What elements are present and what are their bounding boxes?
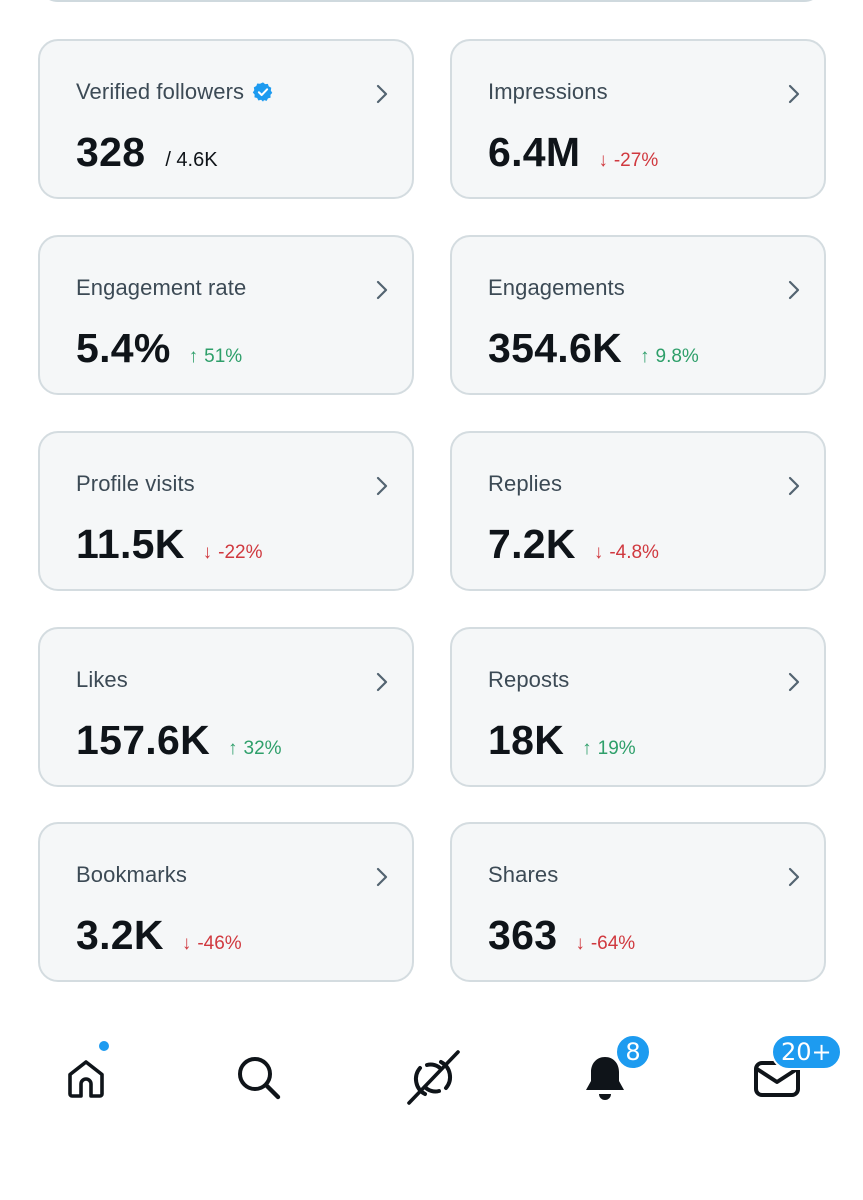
nav-search[interactable]	[229, 1048, 289, 1108]
metric-delta: ↓ -27%	[598, 150, 658, 172]
arrow-up-icon: ↑	[582, 738, 592, 759]
metric-label: Likes	[76, 667, 128, 692]
metric-card-verified-followers[interactable]: Verified followers 328 / 4.6K	[38, 39, 414, 199]
metric-delta: ↓ -4.8%	[594, 542, 659, 564]
messages-count-badge: 20+	[771, 1034, 842, 1070]
nav-messages[interactable]: 20+	[747, 1034, 842, 1108]
chevron-right-icon	[788, 280, 800, 300]
metric-value-row: 3.2K ↓ -46%	[76, 912, 242, 960]
metric-label: Reposts	[488, 667, 570, 692]
metric-delta: ↓ -22%	[203, 542, 263, 564]
metric-delta: ↑ 9.8%	[640, 346, 699, 368]
metric-label: Impressions	[488, 79, 608, 104]
metric-value: 18K	[488, 717, 565, 763]
metric-label: Profile visits	[76, 471, 195, 496]
metric-label: Bookmarks	[76, 862, 187, 887]
metric-value-row: 157.6K ↑ 32%	[76, 717, 282, 765]
chevron-right-icon	[376, 867, 388, 887]
metric-value-row: 6.4M ↓ -27%	[488, 129, 658, 177]
search-icon	[238, 1057, 281, 1100]
metric-value: 11.5K	[76, 521, 185, 567]
chevron-right-icon	[376, 280, 388, 300]
metric-label: Shares	[488, 862, 559, 887]
chevron-right-icon	[788, 84, 800, 104]
arrow-down-icon: ↓	[598, 150, 608, 171]
notifications-count-badge: 8	[615, 1034, 651, 1070]
metric-label: Replies	[488, 471, 563, 496]
arrow-down-icon: ↓	[593, 542, 604, 563]
bottom-nav: 8 20+	[0, 1020, 863, 1140]
metric-value-row: 11.5K ↓ -22%	[76, 521, 263, 569]
metric-card-replies[interactable]: Replies 7.2K ↓ -4.8%	[450, 431, 826, 591]
unread-dot	[98, 1040, 110, 1052]
bell-icon	[586, 1057, 624, 1100]
metric-total: / 4.6K	[165, 149, 218, 171]
metric-delta: ↑ 19%	[582, 738, 636, 760]
metric-value: 5.4%	[76, 325, 171, 371]
metric-value: 3.2K	[76, 912, 164, 958]
arrow-down-icon: ↓	[181, 933, 192, 954]
nav-notifications[interactable]: 8	[575, 1034, 651, 1108]
arrow-down-icon: ↓	[202, 542, 213, 563]
metric-card-shares[interactable]: Shares 363 ↓ -64%	[450, 822, 826, 982]
metric-delta: ↓ -64%	[575, 933, 635, 955]
metric-label-text: Verified followers	[76, 79, 245, 104]
metric-value: 157.6K	[76, 717, 211, 763]
metric-label: Engagement rate	[76, 275, 247, 300]
metric-value: 6.4M	[488, 129, 581, 175]
metric-delta-value: -4.8%	[609, 542, 659, 563]
chevron-right-icon	[788, 672, 800, 692]
metric-value-row: 18K ↑ 19%	[488, 717, 636, 765]
metric-card-engagements[interactable]: Engagements 354.6K ↑ 9.8%	[450, 235, 826, 395]
metric-delta-value: -46%	[197, 933, 242, 954]
metric-delta-value: -64%	[590, 933, 636, 954]
arrow-up-icon: ↑	[188, 346, 199, 367]
metric-card-engagement-rate[interactable]: Engagement rate 5.4% ↑ 51%	[38, 235, 414, 395]
metric-value-row: 328 / 4.6K	[76, 129, 218, 177]
metric-label: Engagements	[488, 275, 625, 300]
metric-card-profile-visits[interactable]: Profile visits 11.5K ↓ -22%	[38, 431, 414, 591]
metric-card-impressions[interactable]: Impressions 6.4M ↓ -27%	[450, 39, 826, 199]
metric-card-bookmarks[interactable]: Bookmarks 3.2K ↓ -46%	[38, 822, 414, 982]
arrow-up-icon: ↑	[640, 346, 650, 367]
metric-delta-value: -22%	[218, 542, 263, 563]
metric-value-row: 363 ↓ -64%	[488, 912, 635, 960]
metric-delta-value: 9.8%	[655, 346, 699, 367]
metric-delta-value: 19%	[597, 738, 636, 759]
metric-label: Verified followers	[76, 79, 274, 105]
metric-card-reposts[interactable]: Reposts 18K ↑ 19%	[450, 627, 826, 787]
metric-value: 328	[76, 129, 146, 175]
arrow-down-icon: ↓	[575, 933, 585, 954]
metric-delta-value: 32%	[243, 738, 282, 759]
metric-delta: ↑ 32%	[228, 738, 282, 760]
chevron-right-icon	[788, 867, 800, 887]
verified-badge-icon	[252, 82, 273, 102]
metric-value-row: 354.6K ↑ 9.8%	[488, 325, 699, 373]
metrics-grid: Verified followers 328 / 4.6K Impression…	[38, 39, 826, 982]
metric-value-row: 5.4% ↑ 51%	[76, 325, 242, 373]
home-icon	[68, 1060, 104, 1098]
metric-delta-value: -27%	[613, 150, 659, 171]
metric-value-row: 7.2K ↓ -4.8%	[488, 521, 659, 569]
metric-delta-value: 51%	[204, 346, 243, 367]
metric-value: 363	[488, 912, 558, 958]
grok-icon	[407, 1050, 460, 1105]
nav-grok[interactable]	[403, 1048, 463, 1108]
chevron-right-icon	[788, 476, 800, 496]
metric-value: 354.6K	[488, 325, 623, 371]
metric-delta: ↓ -46%	[182, 933, 242, 955]
chevron-right-icon	[376, 672, 388, 692]
nav-home[interactable]	[56, 1040, 116, 1108]
arrow-up-icon: ↑	[228, 738, 238, 759]
chevron-right-icon	[376, 84, 388, 104]
metric-value: 7.2K	[488, 521, 576, 567]
metric-card-likes[interactable]: Likes 157.6K ↑ 32%	[38, 627, 414, 787]
chevron-right-icon	[376, 476, 388, 496]
metric-delta: ↑ 51%	[189, 346, 243, 368]
